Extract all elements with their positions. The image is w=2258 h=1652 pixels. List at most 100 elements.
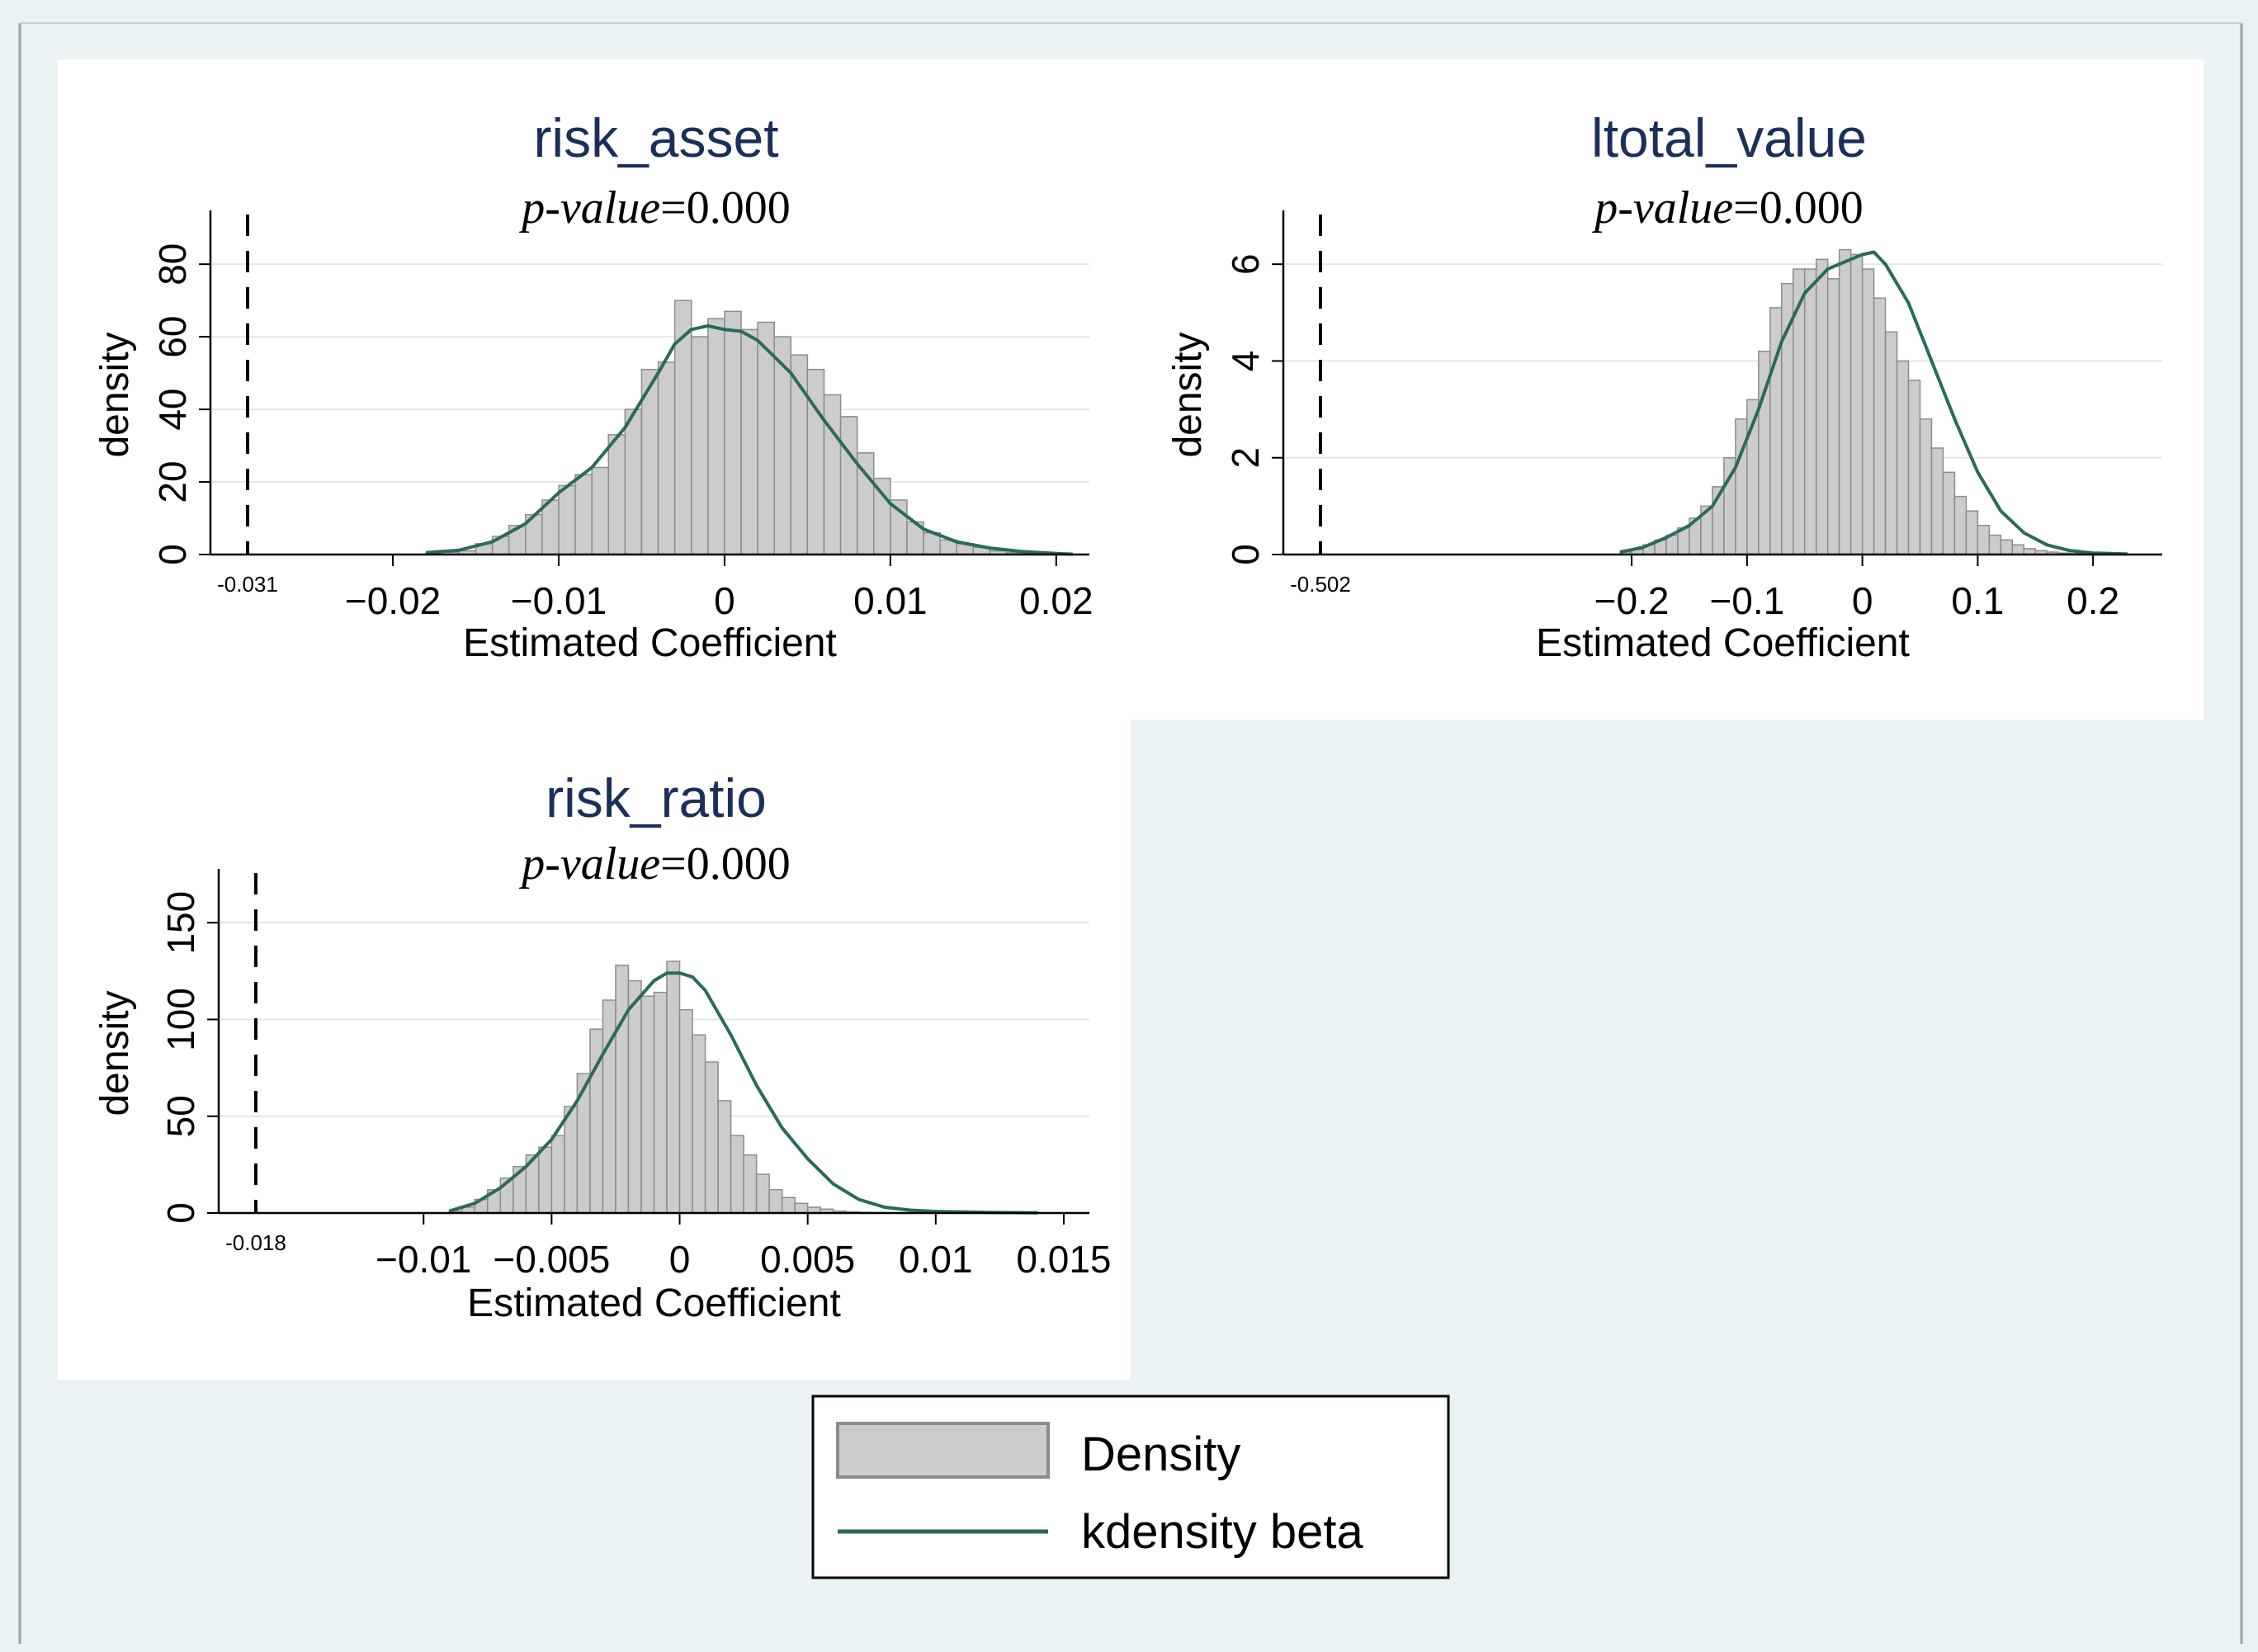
histogram-bar [574,474,593,555]
x-axis-label: Estimated Coefficient [463,621,837,665]
histogram-bar [1815,258,1829,555]
histogram-bar [640,995,655,1214]
chart-title: risk_asset [533,107,778,168]
histogram-bar [1930,447,1944,555]
chart-panel-risk-asset: risk_asset p-value=0.000 0 20 40 60 80 -0.031 −0… [58,59,1131,720]
histogram-bar [1861,268,1875,555]
y-axis-label: density [93,332,137,457]
panel-background [58,59,1131,720]
histogram-bar [768,1189,783,1214]
histogram-bar [823,394,842,555]
x-axis-label: Estimated Coefficient [467,1281,841,1325]
histogram-bar [692,1034,706,1214]
y-tick-label: 80 [151,243,194,286]
histogram-bar [707,318,725,555]
histogram-bar [564,1106,579,1214]
histogram-bar [538,1146,553,1214]
histogram-bar [1838,248,1852,555]
x-tick-label: −0.1 [1709,579,1784,622]
y-tick-label: 100 [159,988,202,1051]
histogram-bar [781,1197,796,1214]
histogram-bar [541,499,560,555]
y-tick-label: 0 [159,1202,202,1224]
y-tick-label: 150 [159,891,202,955]
histogram-bar [1873,297,1887,555]
chart-subtitle: p-value=0.000 [1591,182,1864,234]
y-tick-label: 60 [151,316,194,358]
histogram-bar [1907,380,1921,555]
histogram-bar [757,321,775,555]
histogram-bar [627,979,642,1214]
histogram-bar [602,999,616,1214]
histogram-bar [607,434,626,555]
histogram-bar [740,328,758,555]
x-tick-label: 0.015 [1016,1238,1111,1281]
y-tick-label: 6 [1224,253,1267,275]
kdensity-line [448,971,1038,1215]
histogram-bar [704,1061,719,1214]
x-tick-label: 0 [1852,579,1873,622]
histogram-bar [550,1135,565,1214]
histogram-bar [678,1008,693,1214]
y-tick-label: 40 [151,389,194,431]
x-tick-label: 0.1 [1951,579,2004,622]
histogram-bar [558,484,576,555]
x-tick-label: −0.02 [345,579,441,622]
legend-density-label: Density [1081,1428,1240,1481]
histogram-bar [2000,539,2014,555]
y-tick-label: 2 [1224,447,1267,469]
histogram-bar [755,1173,770,1214]
histogram-bar [1884,331,1898,555]
x-tick-label: 0.005 [760,1238,855,1281]
x-tick-label: 0.02 [1019,579,1094,622]
chart-panel-ltotal-value: ltotal_value p-value=0.000 0 2 4 6 -0.502 −0.2−… [1131,59,2204,720]
histogram-bar [1965,510,1979,555]
x-tick-label: −0.01 [511,579,607,622]
histogram-bar [1919,418,1933,555]
histogram-bar [1942,471,1956,555]
kdensity-line [426,323,1073,556]
histogram-bar [653,991,668,1214]
histogram-bar [873,477,891,555]
histogram-bar [794,1202,809,1214]
x-tick-label: −0.01 [376,1238,471,1281]
histogram-bar [1896,360,1910,555]
histogram-bar [615,965,630,1214]
kdensity-line [1619,250,2128,556]
chart-title: risk_ratio [546,767,767,828]
histogram-bar [724,310,742,555]
histogram-bar [1826,278,1840,555]
y-tick-label: 20 [151,460,194,503]
chart-title: ltotal_value [1591,107,1867,168]
y-tick-label: 4 [1224,351,1267,372]
x-axis-label: Estimated Coefficient [1536,621,1910,665]
y-tick-label: 0 [1224,544,1267,565]
x-tick-label: 0 [714,579,735,622]
histogram-bar [839,416,858,555]
histogram-bar [1849,253,1864,555]
x-tick-label: 0 [669,1238,691,1281]
y-tick-label: 50 [159,1095,202,1137]
y-axis-label: density [1166,332,1210,457]
x-tick-label: −0.2 [1594,579,1670,622]
histogram-bar [806,368,825,555]
histogram-bar [743,1154,758,1214]
histogram-bars [1619,248,2082,555]
histogram-bar [657,361,676,555]
x-tick-label: 0.2 [2067,579,2119,622]
chart-subtitle: p-value=0.000 [518,182,791,234]
observed-coefficient-label: -0.502 [1290,572,1351,597]
histogram-bar [1803,268,1817,555]
legend-density-swatch [836,1422,1050,1479]
panel-background [1131,59,2204,720]
histogram-bar [690,336,709,555]
observed-coefficient-label: -0.031 [217,572,278,597]
histogram-bar [591,466,610,555]
chart-panel-risk-ratio: risk_ratio p-value=0.000 0 50 100 150 -0.018 −0… [58,720,1131,1380]
y-axis-label: density [93,990,137,1116]
observed-coefficient-label: -0.018 [225,1230,286,1255]
x-tick-label: −0.005 [493,1238,610,1281]
histogram-bar [2011,544,2025,555]
y-tick-label: 0 [151,544,194,565]
